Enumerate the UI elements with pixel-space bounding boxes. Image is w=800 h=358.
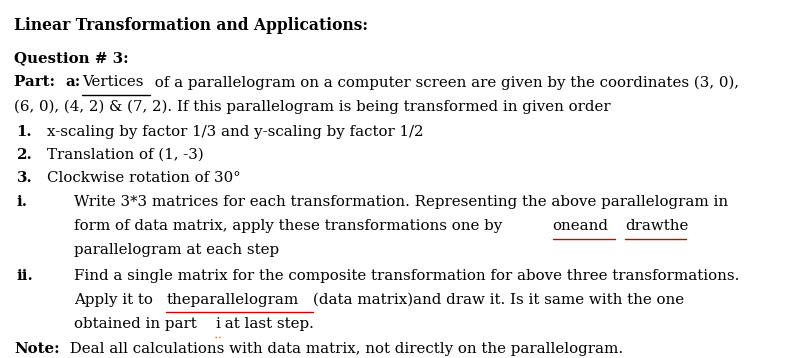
Text: Part:: Part: <box>14 75 61 90</box>
Text: Linear Transformation and Applications:: Linear Transformation and Applications: <box>14 17 369 34</box>
Text: i.: i. <box>17 195 27 209</box>
Text: (data matrix)and draw it. Is it same with the one: (data matrix)and draw it. Is it same wit… <box>313 293 684 307</box>
Text: i: i <box>215 317 220 331</box>
Text: Vertices: Vertices <box>82 75 144 90</box>
Text: 1.: 1. <box>17 125 32 139</box>
Text: at last step.: at last step. <box>220 317 314 331</box>
Text: Translation of (1, -3): Translation of (1, -3) <box>46 148 203 162</box>
Text: (6, 0), (4, 2) & (7, 2). If this parallelogram is being transformed in given ord: (6, 0), (4, 2) & (7, 2). If this paralle… <box>14 100 611 114</box>
Text: obtained in part: obtained in part <box>74 317 202 331</box>
Text: Deal all calculations with data matrix, not directly on the parallelogram.: Deal all calculations with data matrix, … <box>65 343 623 357</box>
Text: form of data matrix, apply these transformations one by: form of data matrix, apply these transfo… <box>74 219 507 233</box>
Text: 2.: 2. <box>17 148 32 162</box>
Text: 3.: 3. <box>17 171 32 185</box>
Text: drawthe: drawthe <box>625 219 689 233</box>
Text: parallelogram at each step: parallelogram at each step <box>74 243 279 257</box>
Text: of a parallelogram on a computer screen are given by the coordinates (3, 0),: of a parallelogram on a computer screen … <box>150 75 739 90</box>
Text: x-scaling by factor 1/3 and y-scaling by factor 1/2: x-scaling by factor 1/3 and y-scaling by… <box>46 125 423 139</box>
Text: oneand: oneand <box>553 219 609 233</box>
Text: ii.: ii. <box>17 268 34 282</box>
Text: Note:: Note: <box>14 343 60 357</box>
Text: Clockwise rotation of 30°: Clockwise rotation of 30° <box>46 171 240 185</box>
Text: Find a single matrix for the composite transformation for above three transforma: Find a single matrix for the composite t… <box>74 268 739 282</box>
Text: Apply it to: Apply it to <box>74 293 158 307</box>
Text: Write 3*3 matrices for each transformation. Representing the above parallelogram: Write 3*3 matrices for each transformati… <box>74 195 728 209</box>
Text: a:: a: <box>66 75 81 90</box>
Text: theparallelogram: theparallelogram <box>166 293 298 307</box>
Text: Question # 3:: Question # 3: <box>14 51 129 65</box>
